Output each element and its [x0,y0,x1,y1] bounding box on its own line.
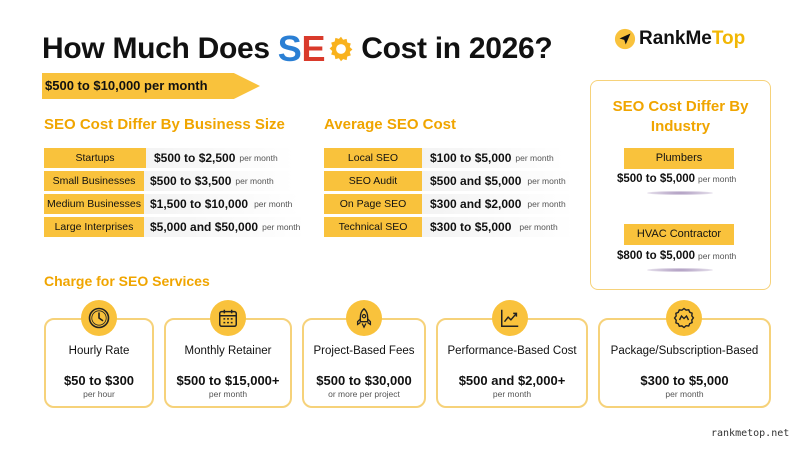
service-price: $500 to $30,000 [316,373,412,388]
row-price: $300 to $5,000 [430,220,512,234]
row-period: per month [527,199,566,209]
industry-price-line: $800 to $5,000 per month [617,250,736,262]
seo-letter-s: S [277,28,302,69]
row-label: Small Businesses [44,171,144,191]
clock-icon [81,300,117,336]
service-price: $500 to $15,000+ [176,373,280,388]
title-prefix: How Much Does [42,32,270,65]
industry-price-line: $500 to $5,000 per month [617,173,736,185]
navigation-arrow-icon [614,28,636,50]
service-price: $300 to $5,000 [640,373,729,388]
row-period: per month [519,222,558,232]
service-period: per month [492,389,532,399]
row-period: per month [515,153,554,163]
service-name: Hourly Rate [68,345,130,357]
average-cost-row: On Page SEO $300 and $2,000 per month [324,194,574,214]
row-period: per month [235,176,274,186]
divider-shadow [647,191,713,195]
title-suffix: Cost in 2026? [361,32,553,65]
row-period: per month [527,176,566,186]
service-period: per month [208,389,248,399]
badge-icon [666,300,702,336]
page-title: How Much Does S E Cost in 2026? [42,28,553,70]
service-name: Performance-Based Cost [447,345,577,357]
row-period: per month [239,153,278,163]
gear-icon [329,36,353,62]
row-label: On Page SEO [324,194,422,214]
average-cost-row: Technical SEO $300 to $5,000 per month [324,217,574,237]
row-price: $5,000 and $50,000 [150,220,259,234]
row-price: $500 and $5,000 [430,174,522,188]
service-name: Project-Based Fees [313,345,415,357]
rocket-icon [346,300,382,336]
price-range-banner: $500 to $10,000 per month [42,73,260,99]
industry-heading: SEO Cost Differ By Industry [612,98,749,135]
row-price: $500 to $3,500 [150,174,232,188]
row-price: $300 and $2,000 [430,197,522,211]
service-card: Hourly Rate $50 to $300 per hour [44,318,154,408]
service-period: per month [665,389,704,399]
row-label: SEO Audit [324,171,422,191]
business-size-heading: SEO Cost Differ By Business Size [44,116,285,133]
average-cost-row: Local SEO $100 to $5,000 per month [324,148,564,168]
divider-shadow [647,268,713,272]
service-period: or more per project [328,389,400,399]
row-label: Startups [44,148,146,168]
row-price: $100 to $5,000 [430,151,512,165]
service-name: Package/Subscription-Based [610,345,759,357]
industry-label: Plumbers [624,148,734,169]
calendar-icon [210,300,246,336]
seo-letter-e: E [301,28,326,69]
business-size-row: Small Businesses $500 to $3,500 per mont… [44,171,294,191]
brand-name-rank: RankMe [639,28,712,49]
industry-price: $500 to $5,000 [617,173,696,185]
row-period: per month [262,222,301,232]
average-cost-row: SEO Audit $500 and $5,000 per month [324,171,574,191]
trend-chart-icon [492,300,528,336]
industry-period: per month [698,174,737,184]
service-name: Monthly Retainer [184,345,272,357]
brand-logo: RankMe Top [614,28,745,50]
service-price: $50 to $300 [63,373,135,388]
row-period: per month [254,199,293,209]
service-price: $500 and $2,000+ [458,373,566,388]
industry-period: per month [698,251,737,261]
industry-label: HVAC Contractor [624,224,734,245]
row-label: Large Interprises [44,217,144,237]
row-label: Medium Businesses [44,194,144,214]
row-label: Local SEO [324,148,422,168]
service-card: Monthly Retainer $500 to $15,000+ per mo… [164,318,292,408]
industry-price: $800 to $5,000 [617,250,696,262]
business-size-row: Startups $500 to $2,500 per month [44,148,294,168]
service-period: per hour [83,389,115,399]
brand-name-top: Top [711,28,746,49]
business-size-row: Large Interprises $5,000 and $50,000 per… [44,217,306,237]
row-price: $500 to $2,500 [154,151,236,165]
row-label: Technical SEO [324,217,422,237]
site-url: rankmetop.net [711,428,790,439]
industry-panel: SEO Cost Differ By Industry Plumbers $50… [590,80,771,290]
business-size-row: Medium Businesses $1,500 to $10,000 per … [44,194,300,214]
row-price: $1,500 to $10,000 [150,197,249,211]
services-heading: Charge for SEO Services [44,273,210,289]
average-cost-heading: Average SEO Cost [324,116,456,133]
